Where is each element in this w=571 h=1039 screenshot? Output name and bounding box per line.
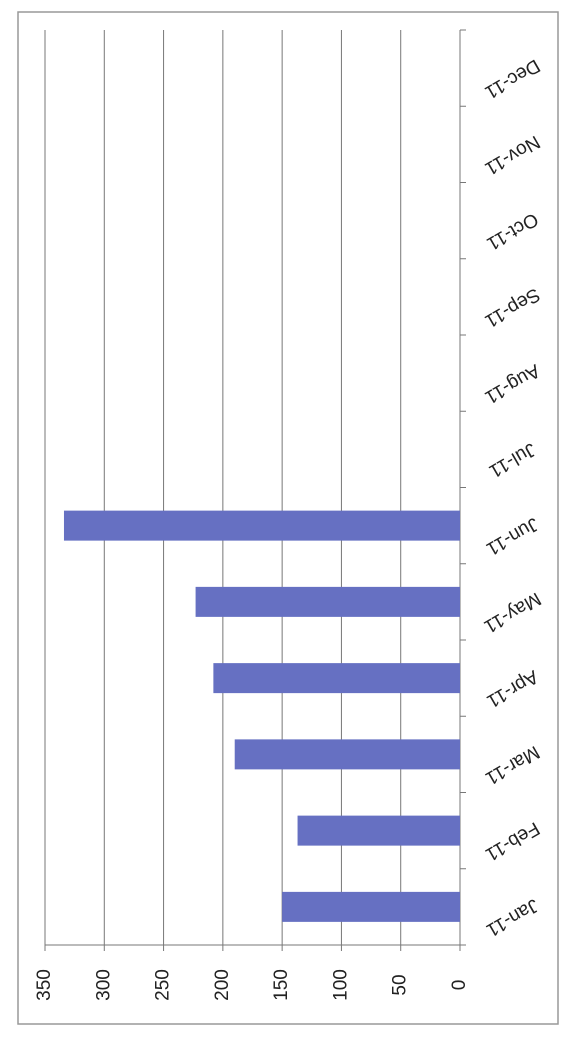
bar (234, 739, 460, 770)
x-tick-label: 50 (390, 974, 411, 995)
bar (297, 815, 460, 846)
x-tick-label: 100 (330, 969, 351, 1001)
x-tick-label: 150 (271, 969, 292, 1001)
bar (213, 663, 460, 694)
x-tick-label: 200 (212, 969, 233, 1001)
x-tick-label: 300 (93, 969, 114, 1001)
x-tick-label: 350 (34, 969, 55, 1001)
bar (195, 586, 461, 617)
x-tick-label: 0 (449, 980, 470, 991)
x-tick-label: 250 (153, 969, 174, 1001)
bar (282, 891, 460, 922)
bar (63, 510, 460, 541)
